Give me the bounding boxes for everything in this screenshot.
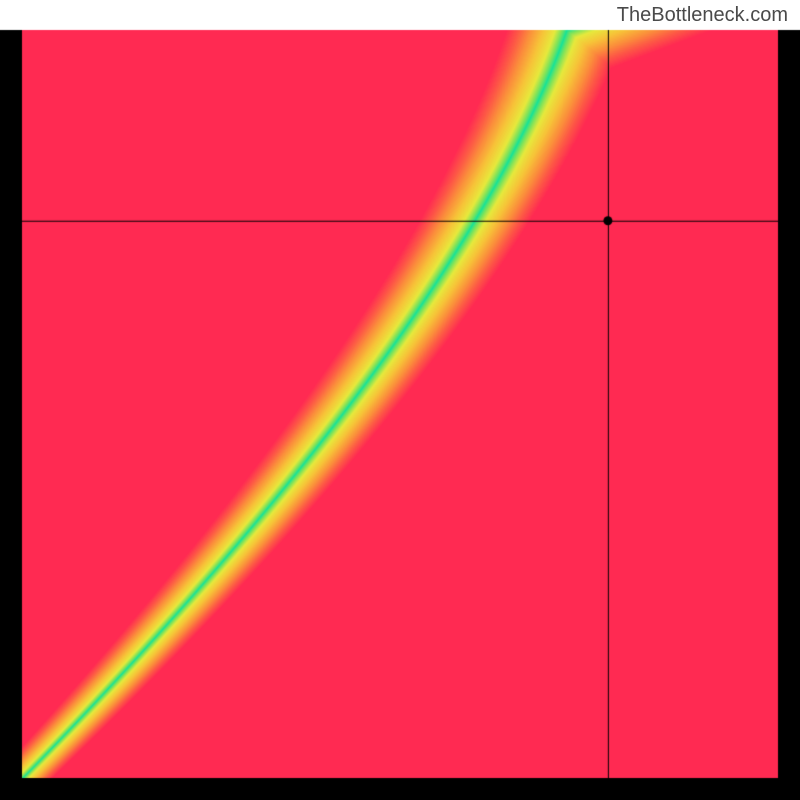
source-watermark: TheBottleneck.com: [617, 4, 788, 27]
chart-stage: TheBottleneck.com: [0, 0, 800, 800]
bottleneck-heatmap-canvas: [0, 0, 800, 800]
